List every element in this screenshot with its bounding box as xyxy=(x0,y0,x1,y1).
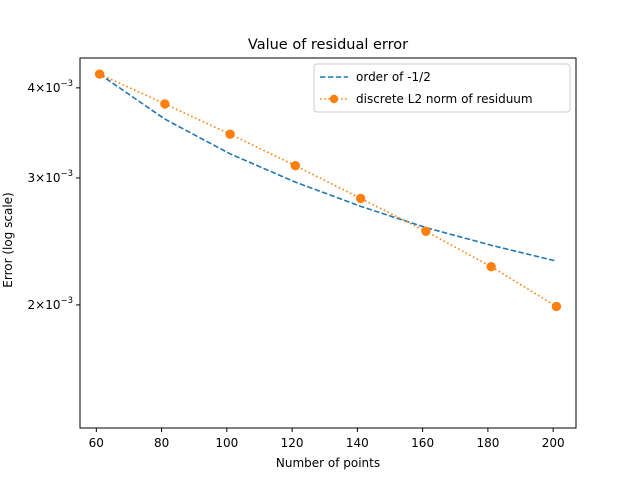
axes-frame xyxy=(79,57,577,429)
data-point xyxy=(486,261,496,272)
y-tick-label: 3×10−3 xyxy=(28,169,74,185)
plot-area xyxy=(94,69,562,312)
data-point xyxy=(290,160,301,171)
chart-title: Value of residual error xyxy=(248,37,408,53)
x-tick-label: 160 xyxy=(411,436,434,450)
y-tick-label: 2×10−3 xyxy=(28,296,74,312)
data-point xyxy=(355,193,366,204)
series-line-2 xyxy=(99,73,557,308)
x-tick-label: 140 xyxy=(346,436,369,450)
x-axis-label: Number of points xyxy=(276,456,380,470)
x-tick-label: 180 xyxy=(476,436,499,450)
x-tick-label: 100 xyxy=(215,436,238,450)
y-axis: 4×10−3 3×10−3 2×10−3 xyxy=(28,79,80,312)
y-axis-label: Error (log scale) xyxy=(1,192,15,287)
legend-label-1: order of -1/2 xyxy=(356,70,431,84)
legend-marker-2 xyxy=(329,94,339,104)
legend-label-2: discrete L2 norm of residuum xyxy=(356,92,533,106)
x-tick-label: 60 xyxy=(89,436,104,450)
x-axis: 60 80 100 120 140 160 180 200 xyxy=(89,428,565,450)
x-tick-label: 80 xyxy=(154,436,169,450)
legend-box xyxy=(313,63,571,113)
y-tick-label: 4×10−3 xyxy=(28,79,74,95)
data-point xyxy=(421,226,431,236)
data-point xyxy=(94,69,105,79)
series-line-1 xyxy=(99,73,557,262)
x-tick-label: 120 xyxy=(281,436,304,450)
x-tick-label: 200 xyxy=(542,436,565,450)
data-point xyxy=(160,99,170,109)
legend: order of -1/2 discrete L2 norm of residuu… xyxy=(313,63,571,113)
data-point xyxy=(551,301,562,312)
data-point xyxy=(225,129,235,139)
